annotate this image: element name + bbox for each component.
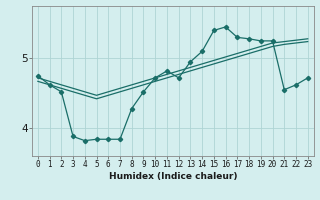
X-axis label: Humidex (Indice chaleur): Humidex (Indice chaleur) — [108, 172, 237, 181]
